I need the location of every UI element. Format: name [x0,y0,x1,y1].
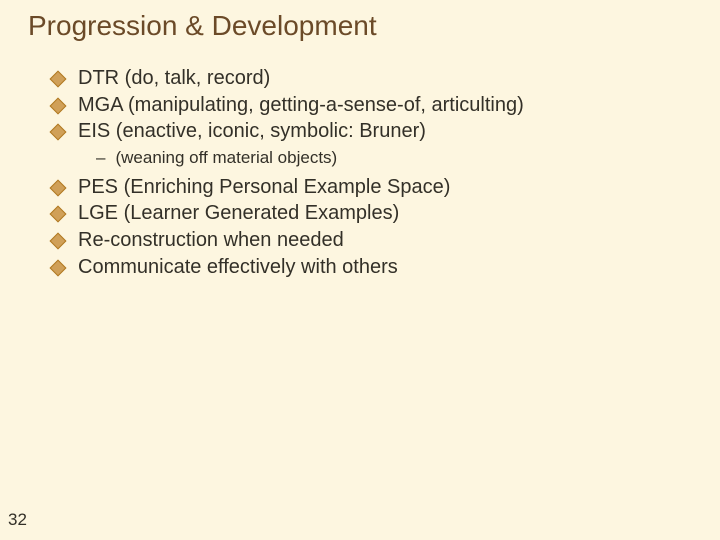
sub-bullet-text: (weaning off material objects) [115,147,337,169]
bullet-text: PES (Enriching Personal Example Space) [78,175,450,201]
diamond-bullet-icon [50,71,67,88]
bullet-text: LGE (Learner Generated Examples) [78,201,399,227]
bullet-text: MGA (manipulating, getting-a-sense-of, a… [78,93,524,119]
list-item: LGE (Learner Generated Examples) [52,201,690,227]
list-item: PES (Enriching Personal Example Space) [52,175,690,201]
bullet-text: EIS (enactive, iconic, symbolic: Bruner) [78,119,426,145]
diamond-bullet-icon [50,206,67,223]
slide-body: DTR (do, talk, record) MGA (manipulating… [52,66,690,281]
list-item: DTR (do, talk, record) [52,66,690,92]
list-item: Re-construction when needed [52,228,690,254]
list-item: MGA (manipulating, getting-a-sense-of, a… [52,93,690,119]
list-item: EIS (enactive, iconic, symbolic: Bruner) [52,119,690,145]
bullet-text: Communicate effectively with others [78,255,398,281]
diamond-bullet-icon [50,124,67,141]
diamond-bullet-icon [50,259,67,276]
list-item: Communicate effectively with others [52,255,690,281]
page-number: 32 [8,510,27,530]
diamond-bullet-icon [50,97,67,114]
bullet-text: Re-construction when needed [78,228,344,254]
diamond-bullet-icon [50,179,67,196]
diamond-bullet-icon [50,233,67,250]
slide-title: Progression & Development [28,10,377,42]
slide: Progression & Development DTR (do, talk,… [0,0,720,540]
sub-list-item: – (weaning off material objects) [96,147,690,169]
dash-bullet-icon: – [96,147,105,169]
bullet-text: DTR (do, talk, record) [78,66,270,92]
